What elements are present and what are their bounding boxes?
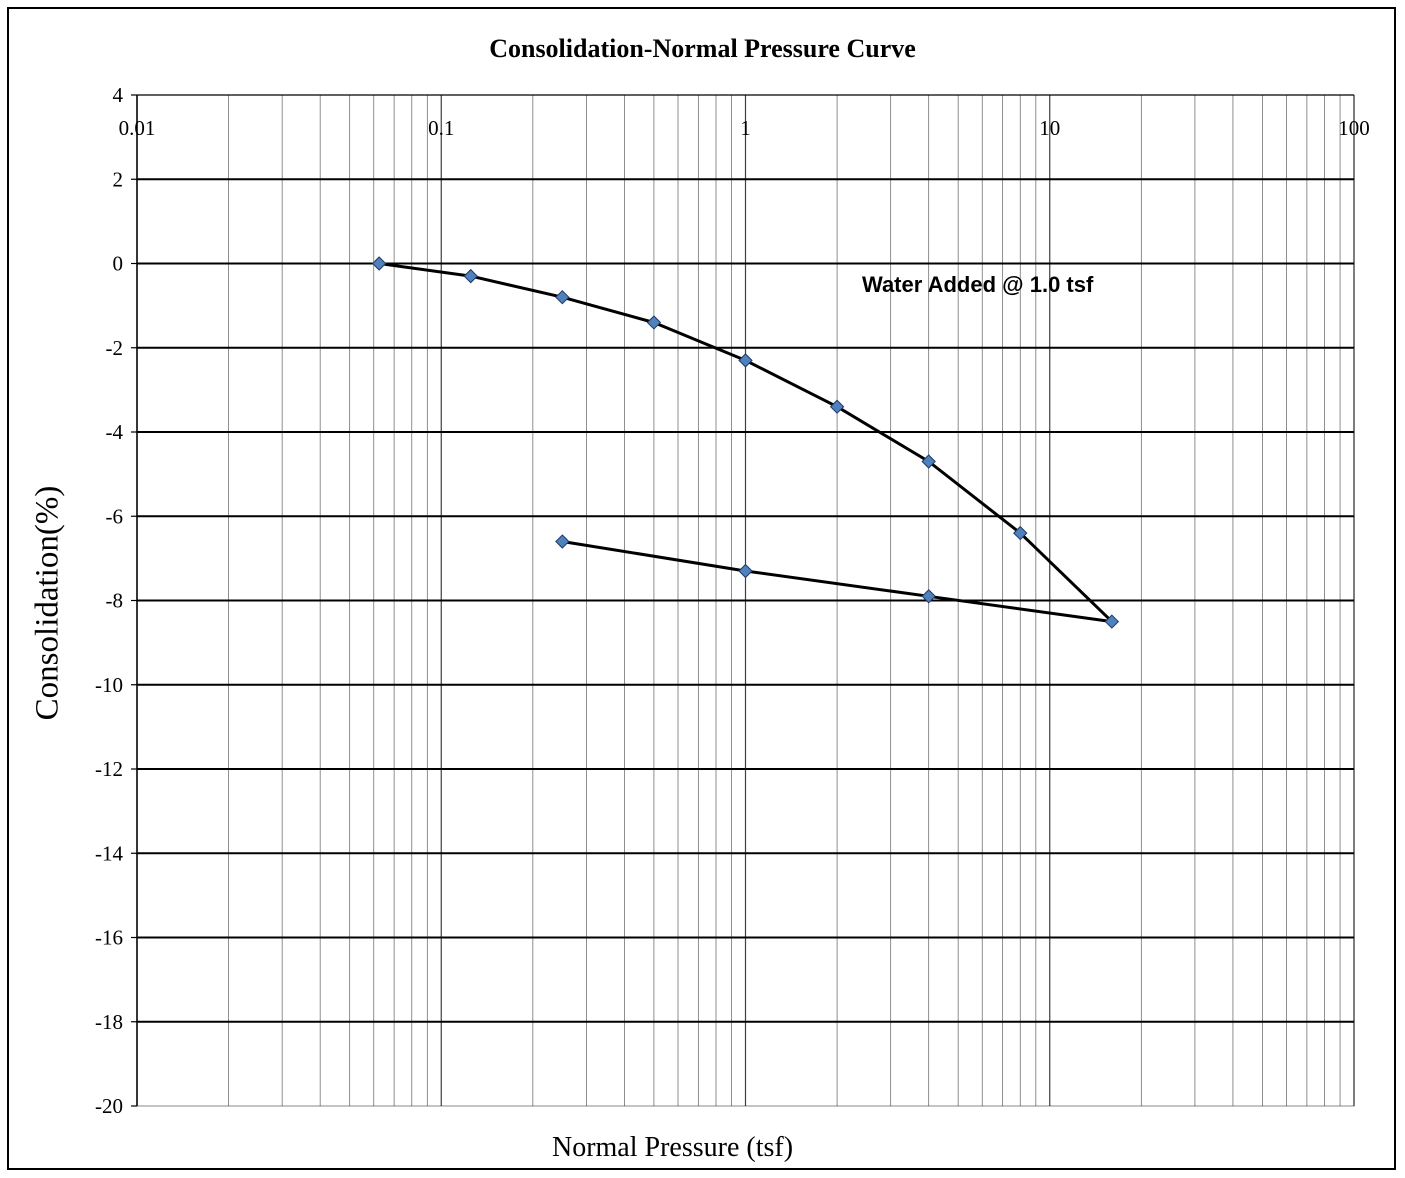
y-tick-label: -4 bbox=[106, 420, 124, 444]
x-tick-label: 0.1 bbox=[428, 116, 454, 140]
chart-axes: 4 2 0 -2 -4 -6 -8 -10 -12 -14 -16 -18 -20 0.01 0.1 1 10 1… bbox=[95, 83, 1370, 1118]
data-point-marker bbox=[463, 268, 478, 284]
chart-frame bbox=[7, 7, 1396, 1170]
data-point-marker bbox=[555, 289, 570, 305]
y-axis-title: Consolidation(%) bbox=[29, 485, 66, 721]
y-tick-label: -14 bbox=[95, 841, 123, 865]
data-point-marker bbox=[921, 589, 936, 604]
y-tick-label: -18 bbox=[95, 1010, 123, 1034]
y-tick-label: -16 bbox=[95, 926, 123, 950]
data-point-marker bbox=[646, 315, 662, 330]
y-tick-label: -6 bbox=[106, 504, 124, 528]
y-tick-label: 2 bbox=[113, 167, 124, 191]
data-point-marker bbox=[371, 256, 387, 271]
series-line bbox=[378, 262, 1114, 624]
x-axis-title: Normal Pressure (tsf) bbox=[551, 1132, 794, 1163]
data-point-marker bbox=[1013, 525, 1028, 541]
chart-annotation: Water Added @ 1.0 tsf bbox=[862, 272, 1094, 297]
y-tick-label: -10 bbox=[95, 673, 123, 697]
data-point-marker bbox=[921, 454, 936, 469]
data-point-marker bbox=[829, 399, 845, 414]
chart-series bbox=[371, 256, 1120, 629]
y-tick-label: 0 bbox=[113, 252, 124, 276]
data-point-marker bbox=[555, 534, 570, 549]
y-tick-label: -12 bbox=[95, 757, 123, 781]
chart-grid bbox=[136, 94, 1355, 1107]
y-tick-label: -8 bbox=[106, 589, 124, 613]
y-tick-label: 4 bbox=[113, 83, 124, 107]
data-point-marker bbox=[738, 353, 753, 368]
x-tick-label: 0.01 bbox=[119, 116, 156, 140]
data-point-marker bbox=[1104, 614, 1120, 629]
x-tick-label: 1 bbox=[740, 116, 751, 140]
chart-title: Consolidation-Normal Pressure Curve bbox=[489, 34, 916, 63]
x-tick-label: 100 bbox=[1338, 116, 1370, 140]
x-tick-label: 10 bbox=[1039, 116, 1060, 140]
y-tick-label: -2 bbox=[106, 336, 124, 360]
data-point-marker bbox=[738, 563, 753, 579]
y-tick-label: -20 bbox=[95, 1094, 123, 1118]
